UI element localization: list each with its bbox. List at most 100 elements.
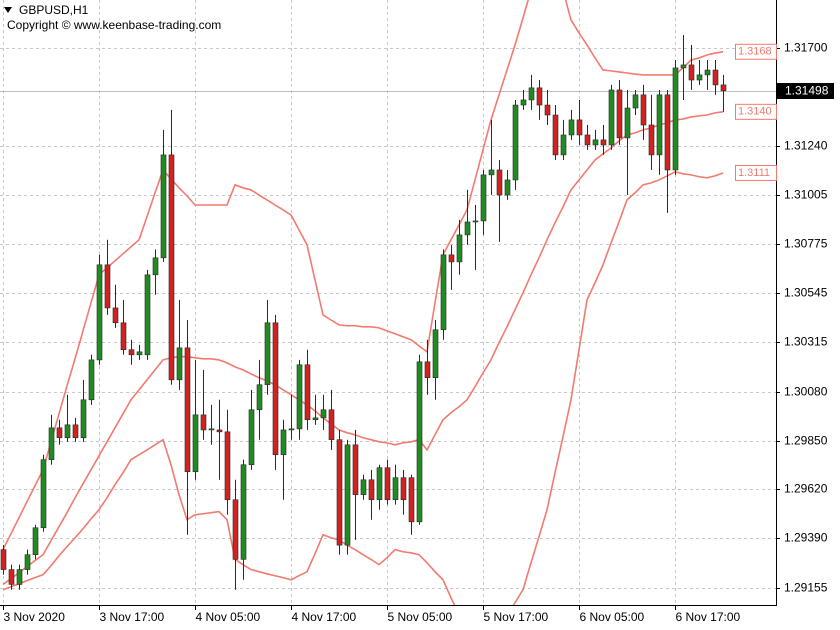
x-tick-label: 3 Nov 17:00 — [100, 610, 165, 624]
candle-body — [328, 409, 335, 440]
candle-body — [656, 94, 663, 156]
candle-body — [448, 254, 455, 263]
candle-body — [704, 69, 711, 76]
candle-body — [584, 134, 591, 146]
candle-body — [56, 427, 63, 439]
candle-body — [256, 384, 263, 411]
candle-body — [552, 114, 559, 156]
candle-body — [40, 459, 47, 529]
candle-body — [64, 424, 71, 439]
candle-body — [344, 444, 351, 546]
candle-body — [720, 84, 727, 92]
candle-body — [576, 119, 583, 136]
candle-body — [200, 414, 207, 431]
last-price-box — [777, 83, 834, 99]
candle-body — [184, 347, 191, 473]
candle-body — [32, 527, 39, 556]
y-tick-label: 1.29390 — [784, 531, 828, 545]
candle-body — [264, 322, 271, 386]
candle-body — [560, 134, 567, 156]
candle-body — [80, 399, 87, 439]
candle-body — [352, 444, 359, 495]
candle-body — [432, 329, 439, 379]
candle-body — [88, 359, 95, 401]
candle-body — [408, 477, 415, 523]
y-tick-label: 1.29620 — [784, 482, 828, 496]
candle-body — [456, 234, 463, 263]
candle-body — [680, 64, 687, 69]
candle-body — [632, 94, 639, 109]
candle-body — [568, 119, 575, 136]
y-tick-label: 1.31005 — [784, 188, 828, 202]
band-line — [2, 0, 724, 550]
candle-body — [288, 428, 295, 431]
candle-body — [24, 554, 31, 570]
chart-subtitle: Copyright © www.keenbase-trading.com — [7, 18, 221, 32]
band-label: 1.3168 — [738, 46, 772, 58]
candles — [0, 35, 727, 590]
candle-body — [240, 464, 247, 560]
candle-body — [592, 139, 599, 146]
band-label: 1.3140 — [738, 106, 772, 118]
candle-body — [320, 409, 327, 419]
y-tick-label: 1.29155 — [784, 581, 828, 595]
candle-body — [520, 99, 527, 106]
candle-body — [640, 94, 647, 126]
candle-body — [336, 439, 343, 546]
candle-body — [272, 322, 279, 456]
candle-body — [696, 74, 703, 81]
candle-body — [144, 274, 151, 356]
candle-body — [536, 87, 543, 106]
y-tick-label: 1.31240 — [784, 139, 828, 153]
candle-body — [376, 467, 383, 501]
candle-body — [312, 417, 319, 421]
menu-icon — [4, 7, 12, 13]
candle-body — [112, 307, 119, 324]
band-line — [2, 171, 724, 605]
candle-body — [368, 479, 375, 501]
candle-body — [616, 89, 623, 139]
candle-body — [296, 364, 303, 430]
candle-body — [168, 154, 175, 381]
x-tick-label: 5 Nov 05:00 — [388, 610, 453, 624]
y-tick-label: 1.31700 — [784, 41, 828, 55]
candle-body — [8, 569, 15, 585]
candle-body — [608, 89, 615, 146]
y-tick-label: 1.30545 — [784, 286, 828, 300]
candle-body — [248, 409, 255, 466]
candle-body — [512, 104, 519, 181]
candle-body — [424, 361, 431, 379]
candle-body — [192, 414, 199, 473]
candle-body — [688, 64, 695, 81]
band-label-box — [735, 103, 777, 120]
last-price-label: 1.31498 — [785, 84, 829, 98]
candle-body — [224, 431, 231, 501]
candle-body — [528, 87, 535, 101]
candle-body — [480, 174, 487, 222]
x-tick-label: 5 Nov 17:00 — [484, 610, 549, 624]
y-tick-label: 1.30080 — [784, 385, 828, 399]
candle-body — [232, 499, 239, 560]
chart-title: GBPUSD,H1 — [19, 3, 89, 17]
band-label-box — [735, 43, 777, 60]
band-label-box — [735, 164, 777, 181]
candle-body — [120, 322, 127, 351]
x-tick-label: 6 Nov 17:00 — [676, 610, 741, 624]
y-tick-label: 1.30775 — [784, 237, 828, 251]
candle-body — [72, 424, 79, 439]
candle-body — [136, 351, 143, 356]
candle-body — [600, 139, 607, 146]
candle-body — [176, 347, 183, 381]
candle-body — [104, 264, 111, 309]
candle-body — [504, 179, 511, 196]
candle-body — [624, 107, 631, 139]
candle-body — [648, 124, 655, 156]
candle-body — [0, 549, 7, 570]
x-tick-label: 4 Nov 17:00 — [292, 610, 357, 624]
candle-body — [96, 264, 103, 361]
candle-body — [152, 257, 159, 276]
candle-body — [48, 427, 55, 460]
candle-body — [712, 69, 719, 86]
